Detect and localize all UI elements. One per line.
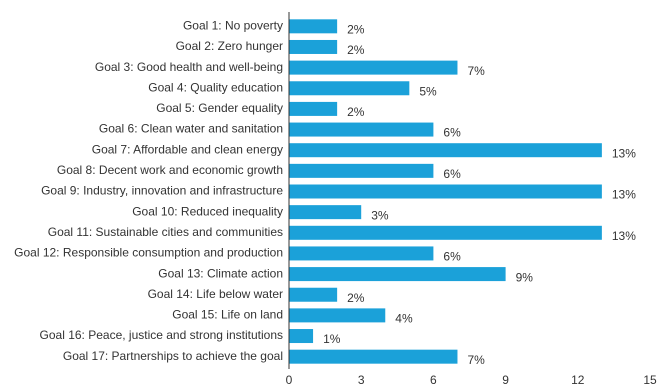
value-label: 2%: [347, 291, 365, 305]
value-label: 4%: [395, 312, 413, 326]
x-tick-label: 9: [502, 373, 509, 385]
y-tick-label: Goal 1: No poverty: [183, 18, 283, 32]
y-tick-label: Goal 13: Climate action: [158, 266, 283, 280]
y-tick-label: Goal 6: Clean water and sanitation: [99, 122, 283, 136]
value-label: 7%: [467, 353, 485, 367]
y-tick-label: Goal 9: Industry, innovation and infrast…: [41, 184, 283, 198]
y-tick-label: Goal 16: Peace, justice and strong insti…: [40, 328, 283, 342]
bar: [289, 329, 314, 344]
bar: [289, 246, 434, 261]
value-label: 1%: [323, 332, 341, 346]
x-tick-label: 15: [643, 373, 657, 385]
bar: [289, 163, 434, 178]
value-label: 13%: [612, 229, 636, 243]
bar: [289, 225, 602, 240]
bar: [289, 184, 602, 199]
bar: [289, 205, 362, 220]
y-tick-label: Goal 2: Zero hunger: [176, 39, 283, 53]
value-label: 6%: [443, 126, 461, 140]
bar: [289, 308, 386, 323]
value-label: 2%: [347, 43, 365, 57]
value-label: 9%: [516, 270, 534, 284]
value-label: 6%: [443, 250, 461, 264]
y-tick-label: Goal 8: Decent work and economic growth: [57, 163, 283, 177]
value-label: 3%: [371, 208, 389, 222]
bar: [289, 19, 338, 34]
y-tick-label: Goal 17: Partnerships to achieve the goa…: [63, 349, 283, 363]
x-tick-label: 0: [286, 373, 293, 385]
y-tick-label: Goal 5: Gender equality: [156, 101, 283, 115]
x-tick-label: 6: [430, 373, 437, 385]
bar: [289, 287, 338, 302]
x-tick-label: 3: [358, 373, 365, 385]
value-label: 2%: [347, 105, 365, 119]
value-label: 2%: [347, 22, 365, 36]
y-tick-label: Goal 14: Life below water: [148, 287, 283, 301]
value-label: 13%: [612, 188, 636, 202]
bar: [289, 143, 602, 158]
y-tick-label: Goal 11: Sustainable cities and communit…: [48, 225, 283, 239]
y-tick-label: Goal 10: Reduced inequality: [132, 204, 283, 218]
bar: [289, 122, 434, 137]
y-tick-label: Goal 12: Responsible consumption and pro…: [14, 246, 283, 260]
bar: [289, 101, 338, 116]
x-tick-label: 12: [571, 373, 585, 385]
bar: [289, 60, 458, 75]
bar: [289, 349, 458, 364]
bar: [289, 39, 338, 54]
value-label: 5%: [419, 84, 437, 98]
bar: [289, 267, 506, 282]
bar: [289, 81, 410, 96]
value-label: 6%: [443, 167, 461, 181]
value-label: 13%: [612, 146, 636, 160]
y-tick-label: Goal 3: Good health and well-being: [95, 60, 283, 74]
y-tick-label: Goal 4: Quality education: [148, 80, 283, 94]
y-tick-label: Goal 15: Life on land: [172, 308, 283, 322]
value-label: 7%: [467, 64, 485, 78]
y-tick-label: Goal 7: Affordable and clean energy: [92, 142, 283, 156]
